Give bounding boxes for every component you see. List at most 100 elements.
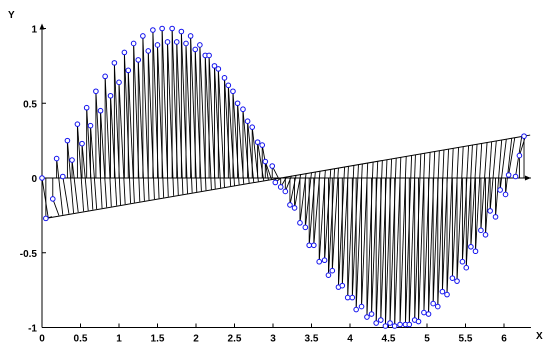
connector-line xyxy=(185,43,193,193)
y-axis-label: Y xyxy=(8,10,15,21)
tilted-baseline xyxy=(45,135,525,219)
data-point xyxy=(53,155,60,162)
data-point xyxy=(140,33,146,39)
x-tick-label-6: 3 xyxy=(270,334,276,344)
connector-line xyxy=(52,198,60,216)
data-point xyxy=(459,258,466,265)
x-tick-label-2: 1 xyxy=(116,334,122,344)
data-point xyxy=(249,124,256,130)
data-point xyxy=(449,275,456,281)
connector-line xyxy=(327,168,336,276)
connector-line xyxy=(361,162,369,307)
data-point xyxy=(306,242,312,249)
data-point xyxy=(59,173,66,180)
data-point xyxy=(197,42,203,48)
connector-line xyxy=(190,35,198,192)
data-point xyxy=(478,227,484,234)
connector-line xyxy=(508,137,516,176)
connector-line xyxy=(199,44,207,191)
data-point xyxy=(463,264,470,271)
data-point xyxy=(215,66,222,72)
data-point xyxy=(349,294,356,301)
connector-line xyxy=(251,127,259,182)
connector-line xyxy=(428,151,436,315)
connector-line xyxy=(41,177,49,218)
connector-line xyxy=(284,175,292,192)
data-point xyxy=(325,272,332,278)
connector-line xyxy=(66,140,75,214)
connector-line xyxy=(366,161,374,318)
data-point xyxy=(406,321,413,328)
connector-line xyxy=(81,143,89,211)
data-point xyxy=(468,243,474,250)
connector-line xyxy=(475,143,483,252)
connector-line xyxy=(76,124,85,212)
connector-line xyxy=(133,43,141,202)
data-point xyxy=(125,67,132,74)
data-point xyxy=(211,63,218,69)
connector-line xyxy=(147,50,155,200)
data-point xyxy=(302,224,309,231)
data-point xyxy=(378,317,384,323)
data-point xyxy=(430,300,436,307)
data-point xyxy=(391,323,398,329)
connector-line xyxy=(371,161,379,315)
connector-line xyxy=(214,65,222,188)
data-point xyxy=(234,100,241,107)
connector-line xyxy=(257,142,265,181)
data-point xyxy=(454,278,460,284)
data-point xyxy=(183,40,189,47)
connector-line xyxy=(465,144,473,268)
x-tick-label-0: 0 xyxy=(39,334,45,344)
connector-line xyxy=(113,62,121,205)
data-point xyxy=(287,202,293,208)
y-tick-label-2: 0 xyxy=(31,174,37,185)
data-point xyxy=(130,40,137,47)
data-point xyxy=(135,57,142,63)
connector-line xyxy=(171,28,179,196)
connector-line xyxy=(204,55,212,190)
x-tick-label-1: 0.5 xyxy=(74,334,88,344)
data-point xyxy=(487,208,493,214)
data-point xyxy=(254,139,261,145)
connector-line xyxy=(451,147,460,279)
x-tick-label-10: 5 xyxy=(424,334,430,344)
connector-line xyxy=(237,103,245,184)
connector-line xyxy=(90,125,98,210)
connector-line xyxy=(441,148,450,292)
x-tick-label-11: 5.5 xyxy=(459,334,473,344)
x-tick-label-3: 1.5 xyxy=(151,334,165,344)
data-point xyxy=(397,321,403,328)
connector-line xyxy=(208,55,216,189)
connector-line xyxy=(432,150,440,304)
connector-line xyxy=(338,166,346,288)
data-point xyxy=(505,172,512,178)
data-point xyxy=(373,320,379,326)
data-point xyxy=(291,205,298,211)
connector-line xyxy=(289,174,297,206)
connector-line xyxy=(299,173,307,223)
data-point xyxy=(512,173,519,180)
connector-line xyxy=(380,159,388,321)
connector-line xyxy=(470,144,478,247)
connector-line xyxy=(499,139,507,191)
connector-line xyxy=(324,169,332,261)
data-point xyxy=(415,318,422,325)
data-point xyxy=(277,184,284,190)
connector-line xyxy=(127,70,135,203)
connector-line xyxy=(347,165,355,298)
connector-line xyxy=(232,91,240,185)
connector-line xyxy=(95,91,103,209)
connector-line xyxy=(351,164,359,298)
data-point xyxy=(221,75,228,81)
connector-line xyxy=(313,170,321,246)
data-point xyxy=(150,27,156,33)
data-point xyxy=(297,220,303,226)
data-point xyxy=(316,258,323,265)
data-point xyxy=(173,39,180,45)
data-point xyxy=(262,158,269,165)
connector-line xyxy=(110,95,118,206)
data-point xyxy=(79,140,85,147)
connector-line xyxy=(408,154,416,325)
